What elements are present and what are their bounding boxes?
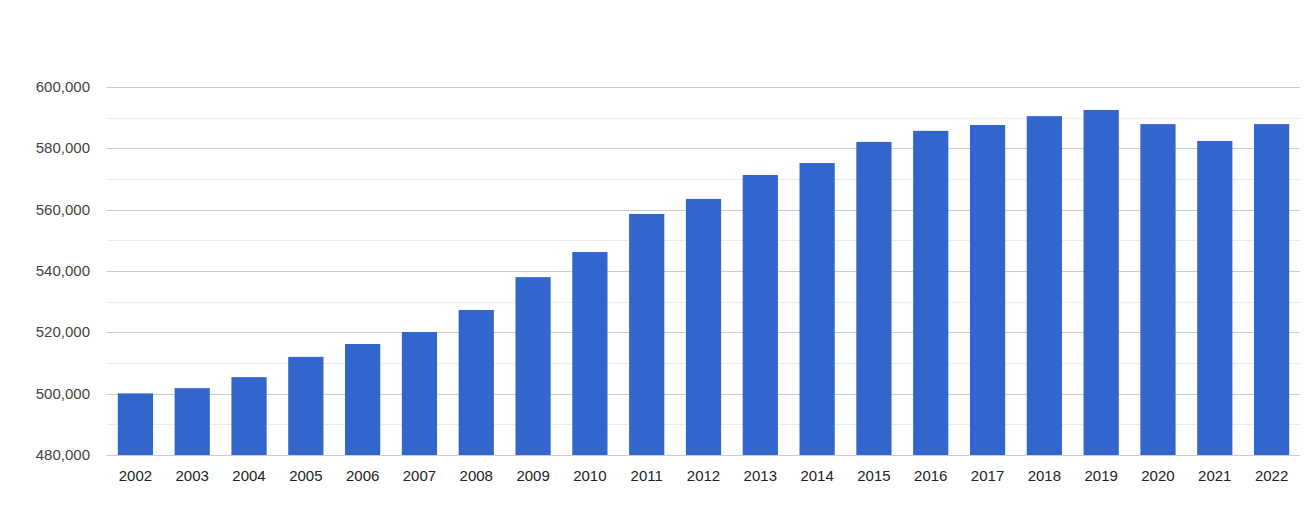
bars <box>118 110 1289 455</box>
bar <box>856 142 891 455</box>
x-tick-label: 2008 <box>460 467 493 484</box>
chart-svg: 480,000 500,000 520,000 540,000 560,000 580,0… <box>0 0 1305 510</box>
bar <box>913 131 948 455</box>
x-tick-label: 2015 <box>857 467 890 484</box>
y-tick-label: 580,000 <box>36 139 90 156</box>
bar <box>1140 124 1175 455</box>
bar <box>288 357 323 455</box>
bar <box>970 125 1005 455</box>
grid-line <box>107 87 1300 88</box>
x-tick-label: 2019 <box>1084 467 1117 484</box>
x-tick-label: 2002 <box>119 467 152 484</box>
bar <box>402 332 437 455</box>
bar <box>231 377 266 455</box>
bar <box>800 163 835 455</box>
x-tick-label: 2021 <box>1198 467 1231 484</box>
y-tick-label: 520,000 <box>36 323 90 340</box>
bar <box>175 388 210 455</box>
x-tick-label: 2011 <box>631 467 663 484</box>
y-tick-label: 480,000 <box>36 446 90 463</box>
bar <box>515 277 550 455</box>
x-tick-label: 2020 <box>1141 467 1174 484</box>
x-tick-label: 2005 <box>289 467 322 484</box>
bar <box>686 199 721 455</box>
y-tick-label: 560,000 <box>36 201 90 218</box>
bar <box>1027 116 1062 455</box>
bar <box>118 393 153 455</box>
x-tick-label: 2022 <box>1255 467 1288 484</box>
minor-grid-line <box>107 118 1300 119</box>
minor-grid-line <box>107 179 1300 180</box>
x-tick-label: 2017 <box>971 467 1004 484</box>
chart: 480,000 500,000 520,000 540,000 560,000 580,0… <box>0 0 1305 510</box>
x-tick-label: 2007 <box>403 467 436 484</box>
x-tick-label: 2018 <box>1028 467 1061 484</box>
x-tick-label: 2010 <box>573 467 606 484</box>
bar <box>1197 141 1232 455</box>
bar <box>1254 124 1289 455</box>
y-tick-label: 540,000 <box>36 262 90 279</box>
x-tick-label: 2003 <box>176 467 209 484</box>
bar <box>1084 110 1119 455</box>
y-tick-label: 600,000 <box>36 78 90 95</box>
bar <box>743 175 778 455</box>
x-tick-label: 2004 <box>232 467 265 484</box>
bar <box>629 214 664 455</box>
bar <box>459 310 494 455</box>
x-tick-label: 2013 <box>744 467 777 484</box>
x-axis-line <box>107 455 1300 456</box>
grid-line <box>107 148 1300 149</box>
x-tick-label: 2012 <box>687 467 720 484</box>
bar <box>345 344 380 455</box>
x-tick-label: 2006 <box>346 467 379 484</box>
x-tick-label: 2014 <box>800 467 833 484</box>
grid-line <box>107 455 1300 456</box>
bar <box>572 252 607 455</box>
x-tick-label: 2009 <box>516 467 549 484</box>
y-tick-label: 500,000 <box>36 385 90 402</box>
x-tick-label: 2016 <box>914 467 947 484</box>
